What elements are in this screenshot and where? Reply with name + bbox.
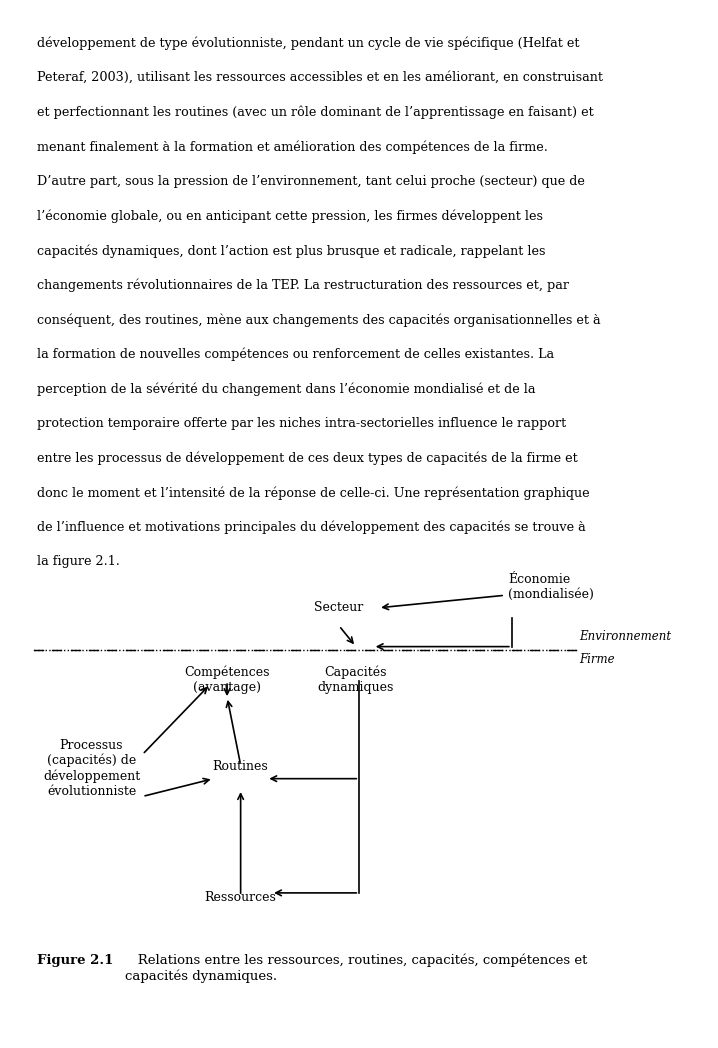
Text: Routines: Routines	[213, 760, 269, 772]
Text: Compétences
(avantage): Compétences (avantage)	[185, 665, 270, 694]
Text: la figure 2.1.: la figure 2.1.	[37, 555, 120, 568]
Text: développement de type évolutionniste, pendant un cycle de vie spécifique (Helfat: développement de type évolutionniste, pe…	[37, 37, 579, 50]
Text: perception de la sévérité du changement dans l’économie mondialisé et de la: perception de la sévérité du changement …	[37, 383, 536, 396]
Text: Figure 2.1: Figure 2.1	[37, 954, 113, 966]
Text: changements révolutionnaires de la TEP. La restructuration des ressources et, pa: changements révolutionnaires de la TEP. …	[37, 279, 569, 292]
Text: l’économie globale, ou en anticipant cette pression, les firmes développent les: l’économie globale, ou en anticipant cet…	[37, 210, 544, 223]
Text: Capacités
dynamiques: Capacités dynamiques	[317, 665, 394, 694]
Text: Firme: Firme	[579, 653, 615, 665]
Text: Environnement: Environnement	[579, 631, 671, 643]
Text: de l’influence et motivations principales du développement des capacités se trou: de l’influence et motivations principale…	[37, 521, 586, 534]
Text: Processus
(capacités) de
développement
évolutionniste: Processus (capacités) de développement é…	[43, 739, 140, 798]
Text: menant finalement à la formation et amélioration des compétences de la firme.: menant finalement à la formation et amél…	[37, 140, 548, 154]
Text: la formation de nouvelles compétences ou renforcement de celles existantes. La: la formation de nouvelles compétences ou…	[37, 348, 554, 362]
Text: Économie
(mondialisée): Économie (mondialisée)	[508, 573, 595, 601]
Text: protection temporaire offerte par les niches intra-sectorielles influence le rap: protection temporaire offerte par les ni…	[37, 417, 567, 430]
Text: Ressources: Ressources	[205, 891, 276, 903]
Text: conséquent, des routines, mène aux changements des capacités organisationnelles : conséquent, des routines, mène aux chang…	[37, 313, 601, 327]
Text: donc le moment et l’intensité de la réponse de celle-ci. Une représentation grap: donc le moment et l’intensité de la répo…	[37, 486, 590, 500]
Text: Secteur: Secteur	[314, 602, 363, 614]
Text: capacités dynamiques, dont l’action est plus brusque et radicale, rappelant les: capacités dynamiques, dont l’action est …	[37, 244, 546, 258]
Text: et perfectionnant les routines (avec un rôle dominant de l’apprentissage en fais: et perfectionnant les routines (avec un …	[37, 106, 594, 119]
Text: Peteraf, 2003), utilisant les ressources accessibles et en les améliorant, en co: Peteraf, 2003), utilisant les ressources…	[37, 71, 603, 84]
Text: Relations entre les ressources, routines, capacités, compétences et
capacités dy: Relations entre les ressources, routines…	[126, 954, 588, 983]
Text: entre les processus de développement de ces deux types de capacités de la firme : entre les processus de développement de …	[37, 452, 578, 465]
Text: D’autre part, sous la pression de l’environnement, tant celui proche (secteur) q: D’autre part, sous la pression de l’envi…	[37, 175, 585, 188]
